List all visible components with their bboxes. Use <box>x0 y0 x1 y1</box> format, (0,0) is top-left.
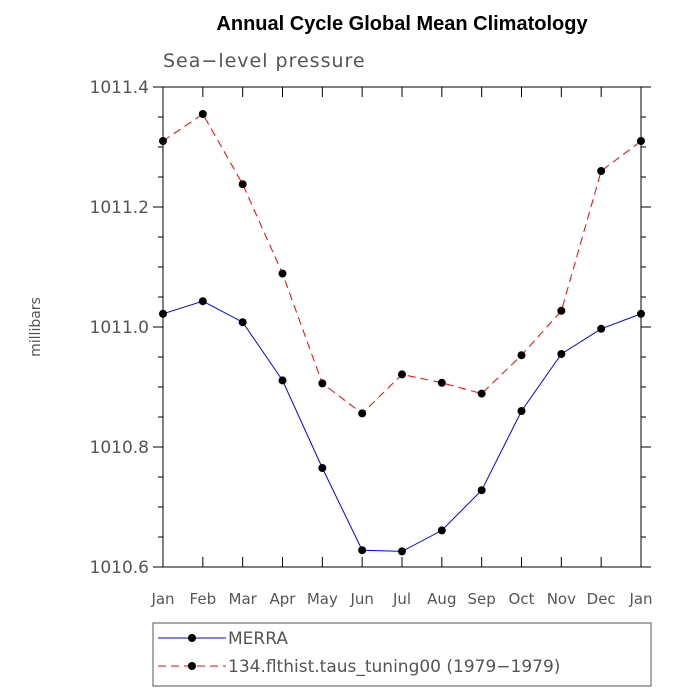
y-tick-label: 1011.2 <box>90 198 149 218</box>
data-point <box>637 309 645 318</box>
data-point <box>517 351 526 360</box>
x-tick-label: Jul <box>392 590 411 608</box>
x-tick-label: Jan <box>628 590 652 608</box>
data-point <box>318 379 327 388</box>
data-point <box>198 297 207 306</box>
data-point <box>398 370 406 379</box>
x-tick-label: Dec <box>587 590 616 608</box>
legend-marker <box>188 634 196 642</box>
data-point <box>358 546 367 555</box>
data-point <box>477 389 486 398</box>
legend-box <box>152 622 652 687</box>
data-point <box>597 324 606 333</box>
series-line <box>162 300 642 552</box>
data-point <box>238 318 247 327</box>
data-point <box>238 180 247 189</box>
data-point <box>597 167 606 175</box>
y-axis-label: millibars <box>28 297 44 357</box>
x-tick-label: Mar <box>229 590 258 608</box>
data-point <box>159 137 167 145</box>
x-tick-label: Oct <box>509 590 535 608</box>
legend-label: 134.flthist.taus_tuning00 (1979−1979) <box>228 657 560 677</box>
data-point <box>398 547 406 556</box>
series-line <box>162 113 642 415</box>
data-point <box>278 376 287 385</box>
y-tick-label: 1010.8 <box>90 438 149 458</box>
legend: MERRA 134.flthist.taus_tuning00 (1979−197… <box>152 622 652 687</box>
legend-marker <box>188 662 196 670</box>
x-tick-label: Apr <box>270 590 297 608</box>
data-point <box>318 464 327 472</box>
x-tick-label: Feb <box>190 590 217 608</box>
data-point <box>437 526 446 535</box>
data-point <box>198 110 207 118</box>
chart-subtitle: Sea−level pressure <box>163 50 366 72</box>
data-point <box>477 486 486 495</box>
data-point <box>557 350 566 358</box>
y-tick-labels: 1010.6 1010.8 1011.0 1011.2 1011.4 <box>90 78 149 578</box>
axis-ticks <box>153 86 651 568</box>
y-tick-label: 1010.6 <box>90 558 149 578</box>
x-tick-labels: Jan Feb Mar Apr May Jun Jul Aug Sep Oct Nov Dec Jan <box>150 590 652 608</box>
legend-label: MERRA <box>228 629 288 649</box>
x-tick-label: Jan <box>150 590 174 608</box>
data-point <box>637 137 645 145</box>
data-point <box>437 378 446 387</box>
x-tick-label: Nov <box>547 590 576 608</box>
data-point <box>517 407 526 415</box>
data-point <box>278 269 287 278</box>
data-point <box>557 306 566 315</box>
x-tick-label: Jun <box>349 590 373 608</box>
x-tick-label: Aug <box>427 590 456 608</box>
x-tick-label: Sep <box>468 590 496 608</box>
plot-frame <box>162 86 642 568</box>
data-point <box>159 309 167 318</box>
x-tick-label: May <box>307 590 338 608</box>
data-point <box>358 409 367 418</box>
series-2 <box>159 110 645 418</box>
series-1 <box>159 297 645 556</box>
series-layer <box>159 110 645 556</box>
y-tick-label: 1011.4 <box>90 78 149 98</box>
y-tick-label: 1011.0 <box>90 318 149 338</box>
chart-title: Annual Cycle Global Mean Climatology <box>216 13 588 35</box>
